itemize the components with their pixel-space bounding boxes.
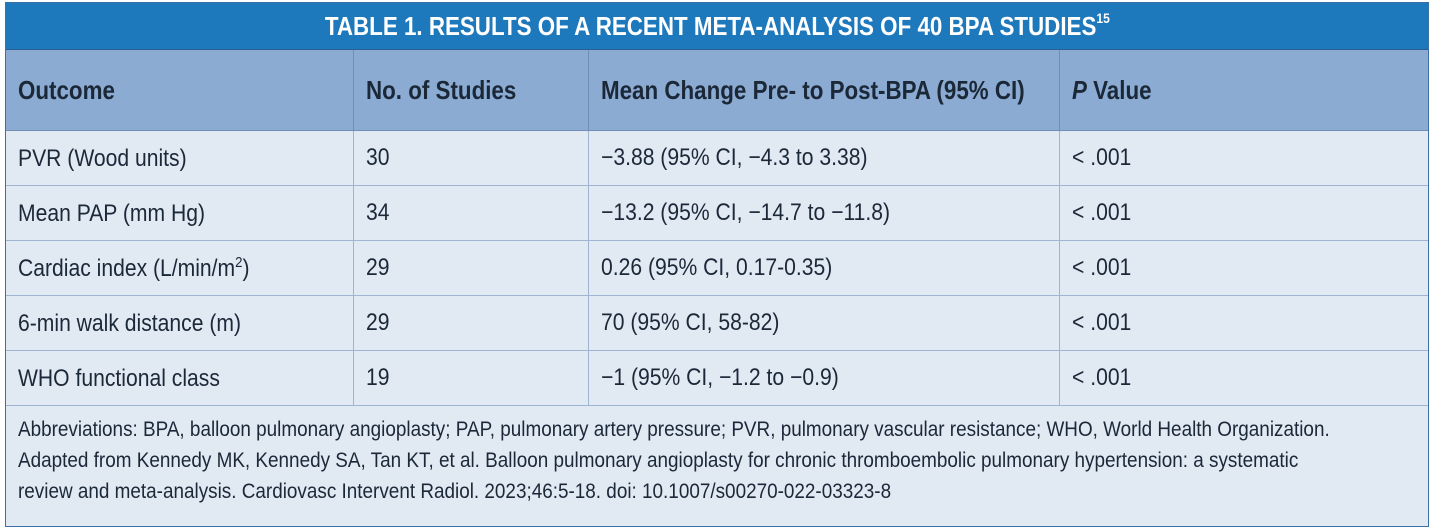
cell-outcome: 6-min walk distance (m)	[6, 295, 354, 351]
table-title-bar: TABLE 1. RESULTS OF A RECENT META-ANALYS…	[6, 3, 1428, 50]
header-p-value: P Value	[1059, 50, 1428, 131]
cell-p-value: < .001	[1059, 295, 1428, 351]
header-mean-change: Mean Change Pre- to Post-BPA (95% CI)	[588, 50, 1060, 131]
header-row: Outcome No. of Studies Mean Change Pre- …	[6, 50, 1428, 131]
table-footnote: Abbreviations: BPA, balloon pulmonary an…	[6, 406, 1428, 507]
table-row: Cardiac index (L/min/m2) 29 0.26 (95% CI, …	[6, 240, 1428, 296]
cell-p-value: < .001	[1059, 130, 1428, 186]
cell-p-value: < .001	[1059, 185, 1428, 241]
table-row: WHO functional class 19 −1 (95% CI, −1.2 t…	[6, 350, 1428, 406]
cell-outcome: Cardiac index (L/min/m2)	[6, 240, 354, 296]
table-row: Mean PAP (mm Hg) 34 −13.2 (95% CI, −14.7 t…	[6, 185, 1428, 241]
cell-mean-change: −1 (95% CI, −1.2 to −0.9)	[588, 350, 1060, 406]
table-row: PVR (Wood units) 30 −3.88 (95% CI, −4.3 to…	[6, 130, 1428, 186]
footnote-abbreviations: Abbreviations: BPA, balloon pulmonary an…	[18, 418, 1330, 441]
cell-mean-change: −3.88 (95% CI, −4.3 to 3.38)	[588, 130, 1060, 186]
cell-mean-change: 70 (95% CI, 58-82)	[588, 295, 1060, 351]
unit-superscript: 2	[235, 253, 243, 271]
footnote-source-line-2: review and meta-analysis. Cardiovasc Int…	[18, 480, 892, 503]
cell-no-of-studies: 30	[353, 130, 589, 186]
table-figure: TABLE 1. RESULTS OF A RECENT META-ANALYS…	[5, 2, 1429, 527]
cell-mean-change: −13.2 (95% CI, −14.7 to −11.8)	[588, 185, 1060, 241]
cell-no-of-studies: 19	[353, 350, 589, 406]
results-table: Outcome No. of Studies Mean Change Pre- …	[6, 50, 1428, 406]
table-row: 6-min walk distance (m) 29 70 (95% CI, 58-…	[6, 295, 1428, 351]
cell-mean-change: 0.26 (95% CI, 0.17-0.35)	[588, 240, 1060, 296]
table-title: TABLE 1. RESULTS OF A RECENT META-ANALYS…	[324, 10, 1110, 41]
header-no-of-studies: No. of Studies	[353, 50, 589, 131]
cell-outcome: WHO functional class	[6, 350, 354, 406]
footnote-source-line-1: Adapted from Kennedy MK, Kennedy SA, Tan…	[18, 449, 1299, 472]
cell-no-of-studies: 29	[353, 295, 589, 351]
cell-no-of-studies: 29	[353, 240, 589, 296]
cell-p-value: < .001	[1059, 350, 1428, 406]
cell-no-of-studies: 34	[353, 185, 589, 241]
cell-p-value: < .001	[1059, 240, 1428, 296]
cell-outcome: PVR (Wood units)	[6, 130, 354, 186]
header-outcome: Outcome	[6, 50, 354, 131]
title-reference-superscript: 15	[1096, 10, 1110, 26]
cell-outcome: Mean PAP (mm Hg)	[6, 185, 354, 241]
